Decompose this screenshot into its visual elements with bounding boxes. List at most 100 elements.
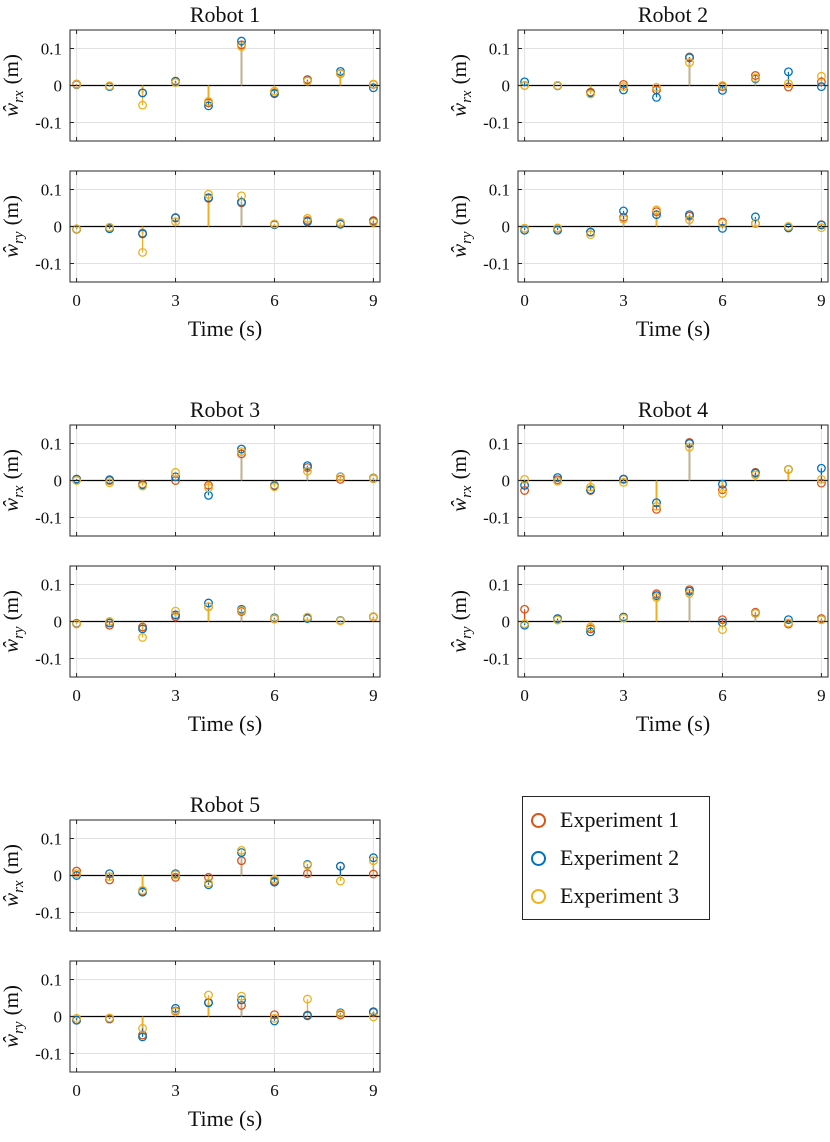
- chart-title: Robot 1: [190, 2, 260, 27]
- data-point: [783, 67, 793, 77]
- data-point: [105, 475, 115, 485]
- data-point: [171, 606, 180, 616]
- y-tick-label: -0.1: [35, 904, 62, 923]
- x-tick-label: 0: [72, 686, 81, 705]
- y-tick-label: 0: [54, 867, 63, 886]
- data-point: [138, 88, 148, 98]
- markers-experiment-2: [520, 439, 826, 508]
- data-point: [718, 223, 727, 233]
- markers-experiment-3: [72, 845, 378, 895]
- markers-experiment-3: [520, 205, 826, 240]
- data-point: [72, 869, 82, 879]
- x-tick-label: 0: [72, 291, 81, 310]
- data-point: [718, 218, 727, 228]
- data-point: [237, 197, 246, 207]
- data-point: [72, 866, 82, 876]
- data-point: [72, 79, 82, 89]
- data-point: [783, 618, 793, 628]
- x-axis-label: Time (s): [188, 711, 262, 736]
- y-label-symbol: ŵ: [0, 498, 23, 512]
- data-point: [553, 615, 563, 625]
- y-axis-label: ŵrx (m): [447, 449, 475, 512]
- data-point: [302, 612, 312, 622]
- x-axis-label: Time (s): [636, 316, 710, 341]
- data-point: [204, 189, 213, 199]
- legend-marker-experiment-2: [531, 850, 546, 866]
- y-axis-label: ŵry (m): [447, 195, 475, 258]
- data-point: [783, 464, 793, 474]
- data-point: [237, 605, 246, 615]
- y-label-unit: (m): [0, 844, 23, 874]
- x-axis-label: Time (s): [636, 711, 710, 736]
- data-point: [816, 615, 826, 625]
- data-point: [783, 615, 793, 625]
- panel-wry: 0.1 0 -0.1 ŵry (m) 0 3 6 9 Time (s): [447, 170, 829, 341]
- data-point: [105, 1013, 115, 1023]
- data-point: [105, 81, 115, 91]
- series-experiment-3: [75, 194, 375, 253]
- data-point: [553, 476, 563, 486]
- data-point: [204, 878, 213, 888]
- data-point: [520, 480, 530, 490]
- y-label-symbol: ŵ: [0, 103, 23, 117]
- y-tick-label: -0.1: [35, 650, 62, 669]
- y-label-unit: (m): [447, 449, 471, 479]
- y-label-subscript: ry: [11, 1021, 27, 1034]
- x-tick-label: 6: [270, 1081, 279, 1100]
- data-point: [816, 474, 826, 484]
- markers-experiment-3: [72, 42, 378, 110]
- data-point: [105, 617, 115, 626]
- markers-experiment-3: [520, 442, 826, 511]
- data-point: [619, 613, 628, 623]
- data-point: [816, 223, 826, 233]
- data-point: [72, 224, 82, 234]
- data-point: [368, 79, 378, 89]
- x-tick-label: 3: [171, 291, 180, 310]
- y-tick-label: 0.1: [41, 576, 62, 595]
- markers-experiment-3: [72, 602, 378, 642]
- data-point: [816, 463, 826, 473]
- data-point: [302, 860, 312, 870]
- y-label-unit: (m): [0, 985, 23, 1015]
- legend: Experiment 1 Experiment 2 Experiment 3: [522, 796, 710, 920]
- data-point: [718, 615, 727, 625]
- y-tick-label: -0.1: [483, 255, 510, 274]
- y-label-unit: (m): [447, 195, 471, 225]
- data-point: [783, 82, 793, 92]
- chart-title: Robot 2: [638, 2, 708, 27]
- y-tick-label: 0.1: [41, 40, 62, 59]
- data-point: [586, 485, 596, 495]
- data-point: [718, 489, 727, 498]
- x-tick-label: 3: [171, 686, 180, 705]
- data-point: [138, 229, 148, 239]
- data-point: [270, 1016, 279, 1026]
- y-axis-label: ŵry (m): [0, 195, 27, 258]
- data-point: [171, 1003, 180, 1013]
- data-point: [237, 845, 246, 855]
- x-tick-label: 6: [270, 291, 279, 310]
- data-point: [270, 1010, 279, 1020]
- y-tick-label: -0.1: [483, 650, 510, 669]
- y-tick-label: 0: [54, 77, 63, 96]
- data-point: [652, 498, 661, 508]
- data-point: [619, 82, 628, 92]
- data-point: [237, 995, 246, 1005]
- x-tick-label: 9: [369, 686, 378, 705]
- data-point: [138, 247, 148, 257]
- legend-item-experiment-2: Experiment 2: [531, 843, 679, 873]
- x-tick-label: 3: [619, 291, 628, 310]
- data-point: [171, 78, 180, 87]
- y-tick-label: 0.1: [41, 830, 62, 849]
- data-point: [302, 466, 312, 476]
- data-point: [105, 875, 115, 885]
- y-label-unit: (m): [0, 54, 23, 84]
- data-point: [302, 1011, 312, 1021]
- y-tick-label: 0: [502, 472, 511, 491]
- data-point: [816, 478, 826, 488]
- chart-title: Robot 3: [190, 397, 260, 422]
- data-point: [619, 474, 628, 484]
- legend-label-experiment-3: Experiment 3: [560, 883, 680, 908]
